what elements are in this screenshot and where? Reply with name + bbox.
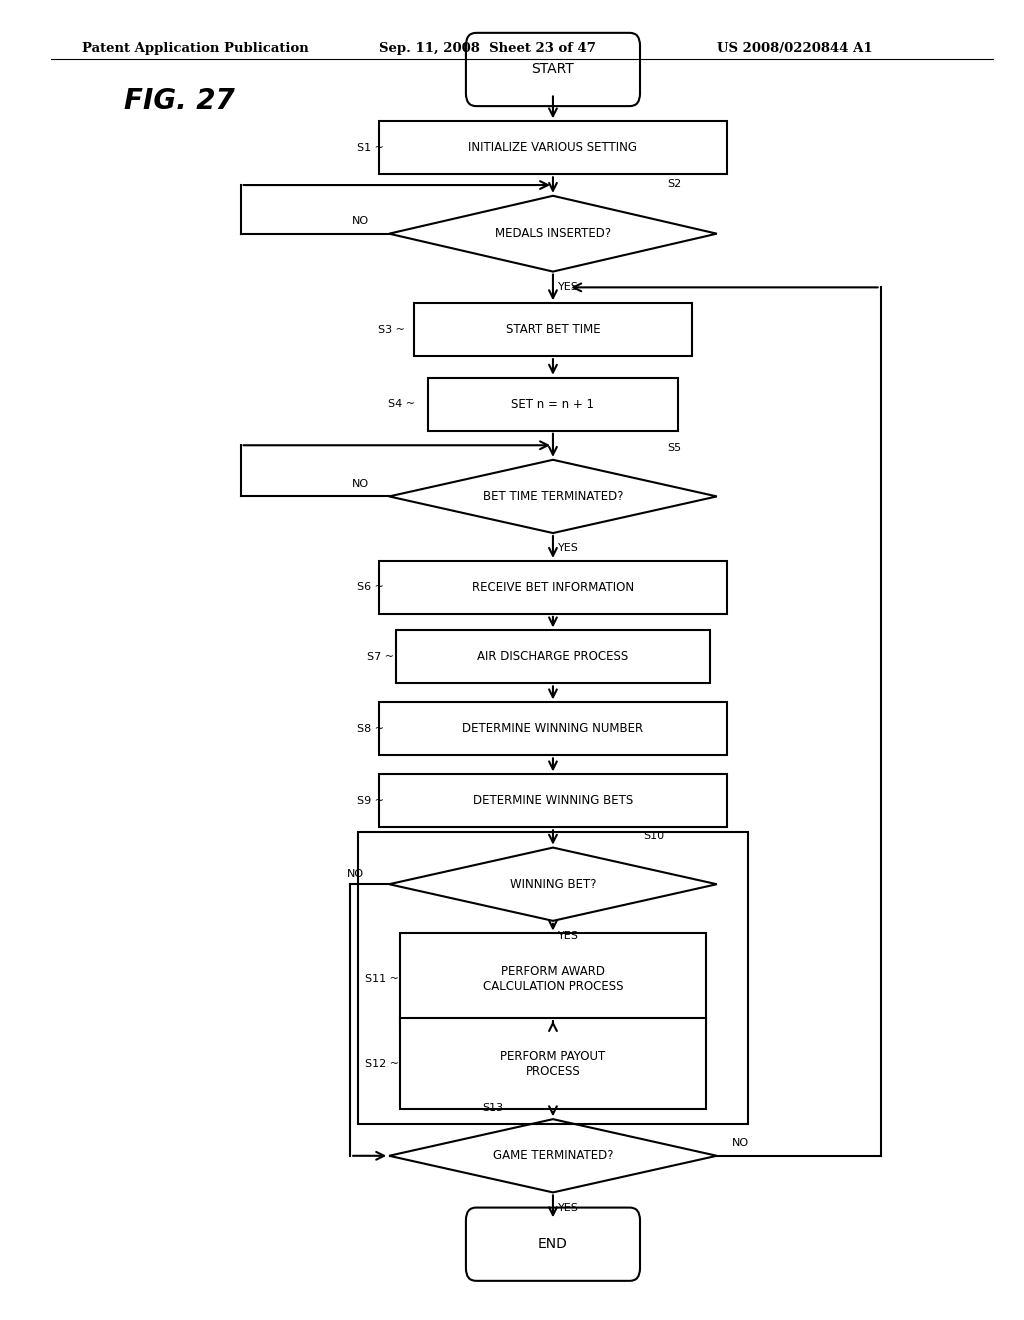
Text: INITIALIZE VARIOUS SETTING: INITIALIZE VARIOUS SETTING: [468, 141, 638, 154]
Bar: [428, 378, 678, 430]
Text: S5: S5: [668, 444, 682, 454]
Text: S7 ~: S7 ~: [368, 652, 394, 661]
Text: WINNING BET?: WINNING BET?: [510, 878, 596, 891]
Text: NO: NO: [732, 1138, 750, 1148]
Text: YES: YES: [558, 931, 579, 941]
Bar: [414, 304, 692, 356]
Text: S11 ~: S11 ~: [366, 974, 399, 983]
Text: S6 ~: S6 ~: [357, 582, 384, 593]
Text: DETERMINE WINNING BETS: DETERMINE WINNING BETS: [473, 795, 633, 808]
Text: DETERMINE WINNING NUMBER: DETERMINE WINNING NUMBER: [463, 722, 643, 735]
FancyBboxPatch shape: [466, 33, 640, 106]
Text: PERFORM PAYOUT
PROCESS: PERFORM PAYOUT PROCESS: [501, 1049, 605, 1077]
Text: PERFORM AWARD
CALCULATION PROCESS: PERFORM AWARD CALCULATION PROCESS: [482, 965, 624, 993]
Bar: [358, 833, 748, 1125]
Text: S3 ~: S3 ~: [378, 325, 404, 335]
Text: GAME TERMINATED?: GAME TERMINATED?: [493, 1150, 613, 1163]
Text: S13: S13: [482, 1102, 504, 1113]
Text: NO: NO: [346, 869, 364, 879]
Bar: [379, 775, 727, 828]
Text: YES: YES: [558, 281, 579, 292]
Text: START BET TIME: START BET TIME: [506, 323, 600, 337]
Bar: [379, 121, 727, 174]
Text: MEDALS INSERTED?: MEDALS INSERTED?: [495, 227, 611, 240]
Text: BET TIME TERMINATED?: BET TIME TERMINATED?: [482, 490, 624, 503]
Text: START: START: [531, 62, 574, 77]
Text: END: END: [538, 1237, 568, 1251]
Bar: [396, 631, 710, 684]
Text: YES: YES: [558, 543, 579, 553]
Text: AIR DISCHARGE PROCESS: AIR DISCHARGE PROCESS: [477, 651, 629, 664]
Text: NO: NO: [351, 479, 369, 488]
Text: S4 ~: S4 ~: [388, 399, 415, 409]
Text: FIG. 27: FIG. 27: [124, 87, 234, 115]
Text: S1 ~: S1 ~: [357, 143, 384, 153]
Text: RECEIVE BET INFORMATION: RECEIVE BET INFORMATION: [472, 581, 634, 594]
Bar: [379, 561, 727, 614]
Bar: [399, 1018, 707, 1109]
Bar: [379, 702, 727, 755]
Text: S2: S2: [668, 180, 682, 190]
Bar: [399, 933, 707, 1024]
Text: S12 ~: S12 ~: [366, 1059, 399, 1069]
Text: Patent Application Publication: Patent Application Publication: [82, 42, 308, 55]
Text: S10: S10: [643, 832, 665, 841]
Text: US 2008/0220844 A1: US 2008/0220844 A1: [717, 42, 872, 55]
FancyBboxPatch shape: [466, 1208, 640, 1280]
Text: SET n = n + 1: SET n = n + 1: [511, 397, 595, 411]
Text: YES: YES: [558, 1203, 579, 1213]
Polygon shape: [389, 1119, 717, 1192]
Polygon shape: [389, 459, 717, 533]
Polygon shape: [389, 195, 717, 272]
Text: NO: NO: [351, 216, 369, 226]
Text: S9 ~: S9 ~: [357, 796, 384, 805]
Text: S8 ~: S8 ~: [357, 723, 384, 734]
Text: Sep. 11, 2008  Sheet 23 of 47: Sep. 11, 2008 Sheet 23 of 47: [379, 42, 596, 55]
Polygon shape: [389, 847, 717, 921]
